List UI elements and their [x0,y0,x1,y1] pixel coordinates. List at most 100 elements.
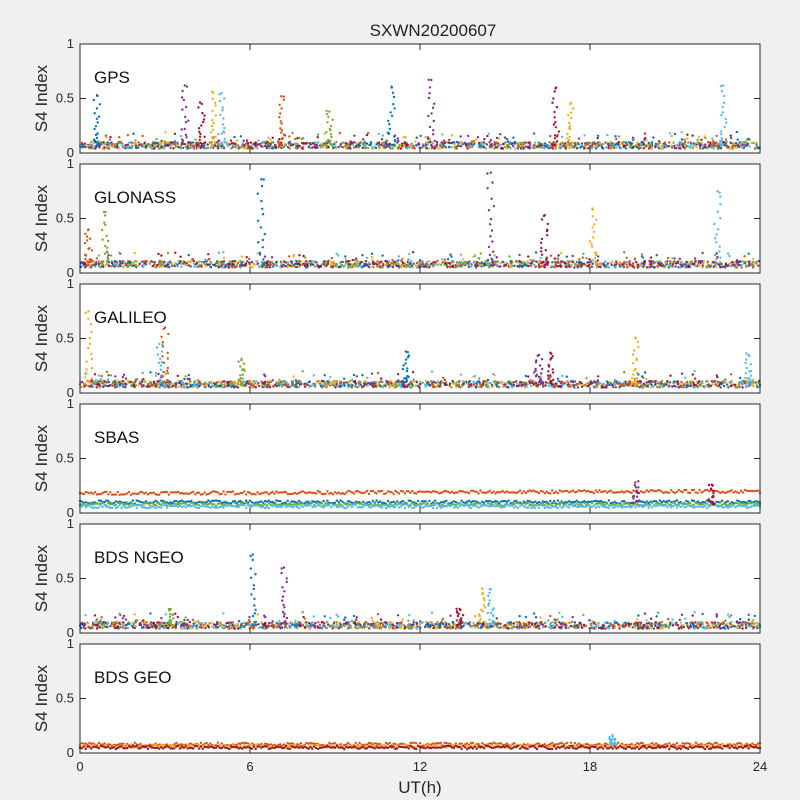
data-point [181,138,184,141]
data-point [366,264,369,267]
data-point [486,258,490,262]
data-point [216,141,219,144]
data-point [641,375,644,378]
data-point [240,261,243,264]
data-point [714,261,717,264]
data-point [164,373,167,376]
data-point [95,385,98,388]
data-point [502,385,505,388]
data-point [203,141,207,144]
data-point [89,145,93,149]
data-point [180,265,183,268]
data-point [330,135,333,139]
data-point [282,133,286,136]
data-point [274,381,278,384]
data-point [474,385,478,388]
data-point [270,260,273,264]
data-point [215,381,218,385]
data-point [712,142,715,145]
data-point [494,380,497,383]
data-point [594,251,598,254]
data-point [411,146,414,150]
data-point [458,380,461,383]
data-point [200,263,203,266]
data-point [144,144,148,148]
data-point [127,141,131,145]
data-point [168,266,171,269]
data-point [689,141,693,144]
data-point [378,266,381,269]
data-point [427,114,430,118]
data-point [671,257,674,260]
data-point [436,263,439,267]
data-point [729,134,732,137]
data-point [309,262,312,266]
data-point [237,382,240,386]
data-point [621,142,624,145]
data-point [509,259,512,263]
data-point [287,255,291,258]
data-point [199,141,202,145]
data-point [569,111,573,114]
data-point [528,141,531,144]
data-point [91,263,94,267]
data-point [723,125,726,129]
data-point [479,263,482,267]
data-point [443,378,447,382]
data-point [751,264,754,267]
data-point [105,370,109,373]
data-point [166,369,169,372]
data-point [517,384,520,388]
data-point [718,142,721,145]
data-point [219,260,222,263]
data-point [713,253,717,257]
data-point [115,381,119,385]
data-point [599,382,602,385]
data-point [507,263,510,266]
data-point [279,380,283,383]
data-point [541,142,545,145]
data-point [553,134,557,137]
data-point [122,385,125,388]
data-point [87,384,90,388]
data-point [91,147,94,150]
data-point [94,147,97,150]
data-point [453,143,456,146]
data-point [247,257,251,261]
data-point [715,233,718,236]
data-point [556,257,559,260]
data-point [738,264,741,267]
data-point [482,262,486,266]
data-point [684,382,687,385]
data-point [602,382,605,386]
data-point [619,261,622,264]
data-point [97,374,101,377]
data-point [659,146,662,150]
data-point [454,147,457,150]
data-point [692,145,695,148]
data-point [98,103,102,106]
data-point [183,84,186,87]
data-point [503,145,507,149]
data-point [261,381,264,384]
data-point [404,136,407,139]
data-point [129,380,132,384]
data-point [673,132,677,136]
data-point [679,140,682,144]
data-point [716,385,719,388]
data-point [359,265,362,268]
data-point [256,147,259,150]
data-point [95,145,98,148]
data-point [301,370,304,373]
data-point [540,146,543,149]
data-point [195,383,199,386]
data-point [231,144,234,147]
data-point [668,384,671,387]
data-point [261,246,264,249]
data-point [452,260,455,263]
data-point [574,265,577,268]
data-point [299,260,302,263]
data-point [624,147,628,150]
data-point [455,140,459,144]
data-point [164,131,167,134]
